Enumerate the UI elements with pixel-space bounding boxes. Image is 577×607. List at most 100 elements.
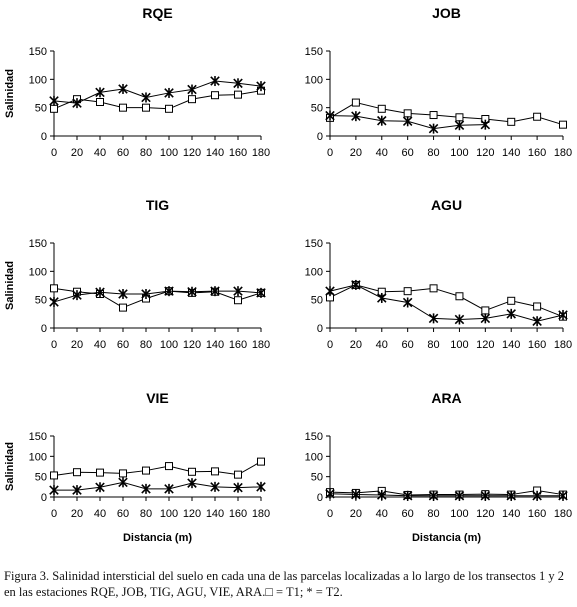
data-point-star — [506, 490, 516, 501]
chart-title: AGU — [431, 197, 462, 213]
data-point-square — [533, 302, 542, 311]
x-tick-label: 60 — [117, 147, 129, 159]
y-axis-label: Salinidad — [4, 442, 16, 491]
data-point-star — [141, 92, 151, 103]
x-tick-label: 180 — [252, 147, 270, 159]
y-tick-label: 50 — [311, 295, 323, 307]
data-point-square — [165, 104, 173, 113]
x-tick-label: 140 — [502, 339, 520, 351]
chart-panel-agu: AGU 0 50 100 150 0 20 40 60 80 100 120 140 160 180 — [305, 197, 573, 351]
x-tick-label: 160 — [528, 339, 546, 351]
y-tick-label: 50 — [35, 472, 47, 484]
data-point-star — [506, 308, 516, 319]
data-point-star — [351, 279, 361, 290]
x-tick-label: 140 — [502, 147, 520, 159]
data-point-star — [558, 490, 568, 501]
x-tick-label: 180 — [554, 147, 572, 159]
data-point-star — [210, 481, 220, 492]
data-point-star — [49, 296, 59, 307]
x-tick-label: 60 — [117, 339, 129, 351]
x-tick-label: 100 — [450, 508, 468, 520]
x-tick-label: 40 — [376, 339, 388, 351]
x-tick-label: 80 — [140, 147, 152, 159]
y-axis-label: Salinidad — [4, 261, 16, 310]
x-tick-label: 140 — [206, 147, 224, 159]
series-t1 — [50, 457, 265, 480]
x-tick-label: 100 — [450, 339, 468, 351]
data-point-star — [164, 483, 174, 494]
y-tick-label: 0 — [41, 492, 47, 504]
data-point-square — [234, 296, 242, 305]
data-point-square — [481, 306, 490, 315]
chart-panel-vie: VIE 0 50 100 150 0 20 40 60 80 100 120 140 160 180 Sali… — [4, 390, 270, 544]
y-tick-label: 0 — [41, 323, 47, 335]
data-point-star — [377, 489, 387, 500]
x-tick-label: 0 — [51, 508, 57, 520]
data-point-star — [377, 292, 387, 303]
data-point-star — [256, 481, 266, 492]
y-axis-label: Salinidad — [4, 69, 16, 118]
y-tick-label: 150 — [305, 238, 323, 250]
x-tick-label: 40 — [94, 147, 106, 159]
chart-title: TIG — [146, 197, 169, 213]
data-point-star — [118, 289, 128, 299]
x-axis-label: Distancia (m) — [123, 532, 192, 544]
y-tick-label: 0 — [317, 323, 323, 335]
data-point-star — [351, 489, 361, 500]
data-point-square — [429, 284, 438, 293]
data-point-square — [234, 470, 242, 479]
data-point-star — [454, 314, 465, 325]
x-tick-label: 0 — [51, 147, 57, 159]
x-tick-label: 60 — [117, 508, 129, 520]
data-point-star — [95, 87, 105, 98]
series-t2 — [325, 279, 568, 327]
data-point-square — [50, 104, 58, 113]
data-point-square — [234, 90, 242, 99]
y-tick-label: 100 — [305, 74, 323, 86]
y-tick-label: 100 — [29, 74, 47, 86]
data-point-star — [402, 116, 413, 127]
data-point-star — [210, 286, 220, 297]
data-point-star — [428, 123, 439, 134]
series-line — [54, 481, 262, 491]
y-tick-label: 100 — [305, 266, 323, 278]
x-tick-label: 80 — [427, 339, 439, 351]
x-tick-label: 40 — [376, 508, 388, 520]
x-tick-label: 40 — [94, 339, 106, 351]
data-point-star — [480, 490, 491, 501]
data-point-star — [402, 490, 413, 501]
data-point-star — [210, 76, 220, 87]
y-tick-label: 150 — [29, 431, 47, 443]
x-tick-label: 120 — [183, 339, 201, 351]
x-tick-label: 160 — [229, 339, 247, 351]
data-point-square — [50, 471, 58, 480]
x-tick-label: 80 — [427, 147, 439, 159]
chart-title: ARA — [431, 390, 461, 406]
figure-panels: RQE 0 50 100 150 0 20 40 60 80 100 120 140 160 180 Sali… — [4, 5, 573, 544]
data-point-star — [233, 78, 243, 89]
data-point-square — [403, 109, 412, 118]
data-point-square — [188, 467, 196, 476]
x-tick-label: 100 — [160, 339, 178, 351]
x-tick-label: 180 — [252, 508, 270, 520]
y-tick-label: 150 — [29, 46, 47, 58]
chart-panel-rqe: RQE 0 50 100 150 0 20 40 60 80 100 120 140 160 180 Sali… — [4, 5, 270, 159]
x-tick-label: 140 — [206, 339, 224, 351]
series-line — [53, 80, 262, 104]
data-point-star — [72, 485, 82, 496]
figure-caption: Figura 3. Salinidad intersticial del sue… — [4, 569, 565, 599]
data-point-star — [164, 87, 174, 98]
series-line — [53, 90, 262, 110]
chart-panel-job: JOB 0 50 100 150 0 20 40 60 80 100 120 140 160 180 — [305, 5, 573, 159]
data-point-square — [403, 287, 412, 296]
data-point-star — [532, 316, 542, 327]
data-point-star — [233, 482, 243, 493]
x-axis-label: Distancia (m) — [412, 532, 481, 544]
series-line — [53, 290, 262, 303]
data-point-square — [119, 303, 127, 312]
series-t1 — [326, 98, 567, 129]
y-tick-label: 50 — [35, 103, 47, 115]
data-point-star — [187, 286, 197, 297]
data-point-star — [351, 111, 361, 122]
x-tick-label: 0 — [51, 339, 57, 351]
